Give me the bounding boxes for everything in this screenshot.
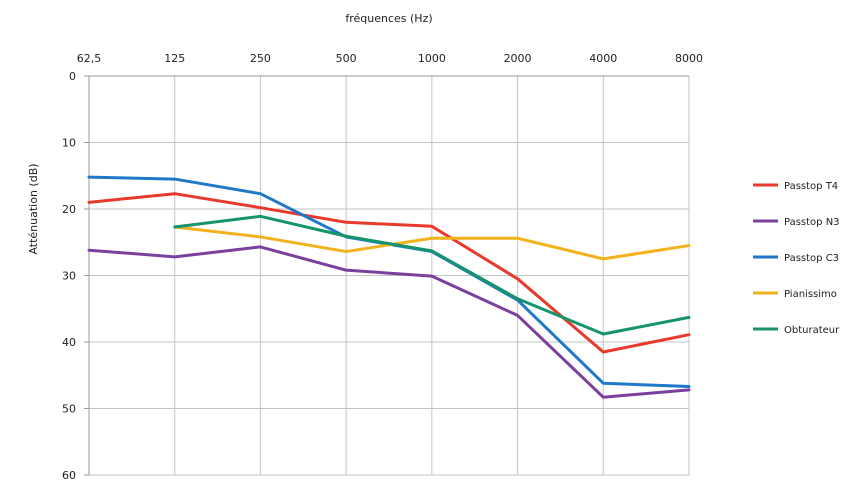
series-line-passtop-t4 (87, 192, 691, 354)
legend: Passtop T4 Passtop N3 Passtop C3 Pianissimo… (753, 181, 840, 336)
series-lines (87, 175, 691, 399)
legend-label-pianissimo: Pianissimo (784, 289, 837, 300)
x-tick-labels: 62,5 125 250 500 1000 2000 4000 8000 (77, 52, 703, 65)
x-tick-label: 250 (250, 52, 271, 65)
series-line-obturateur (173, 214, 691, 336)
y-tick-label: 30 (62, 270, 76, 283)
x-tick-label: 125 (164, 52, 185, 65)
series-line-passtop-n3 (87, 245, 691, 399)
x-tick-label: 8000 (675, 52, 703, 65)
y-tick-label: 40 (62, 336, 76, 349)
x-axis-title: fréquences (Hz) (345, 12, 432, 25)
x-tick-label: 4000 (589, 52, 617, 65)
y-tick-label: 50 (62, 403, 76, 416)
y-tick-labels: 0 10 20 30 40 50 60 (62, 70, 76, 481)
y-tick-label: 20 (62, 203, 76, 216)
legend-label-obturateur: Obturateur (784, 325, 840, 336)
legend-label-passtop-t4: Passtop T4 (784, 181, 838, 192)
grid (84, 75, 690, 476)
y-tick-label: 10 (62, 137, 76, 150)
y-axis-title: Atténuation (dB) (27, 163, 40, 254)
x-tick-label: 62,5 (77, 52, 102, 65)
x-tick-label: 500 (336, 52, 357, 65)
y-tick-label: 0 (69, 70, 76, 83)
legend-label-passtop-n3: Passtop N3 (784, 217, 840, 228)
x-tick-label: 1000 (418, 52, 446, 65)
series-line-pianissimo (173, 225, 691, 261)
y-tick-label: 60 (62, 469, 76, 481)
legend-label-passtop-c3: Passtop C3 (784, 253, 839, 264)
x-tick-label: 2000 (504, 52, 532, 65)
